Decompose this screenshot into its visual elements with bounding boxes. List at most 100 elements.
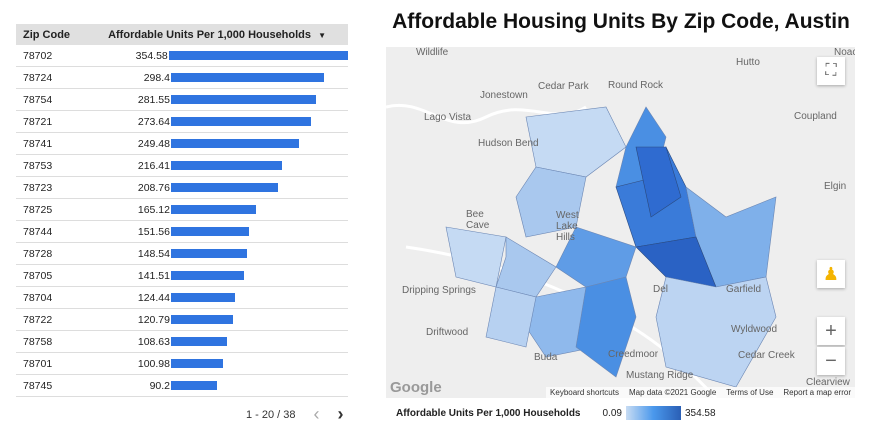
value-bar — [171, 315, 233, 324]
value-cell: 100.98 — [137, 357, 170, 370]
value-bar — [168, 51, 348, 60]
value-cell: 124.44 — [137, 291, 170, 304]
value-bar — [171, 249, 248, 258]
zip-cell: 78758 — [23, 335, 53, 348]
page-range: 1 - 20 / 38 — [246, 408, 296, 421]
map-footer: Keyboard shortcuts Map data ©2021 Google… — [546, 387, 855, 398]
zip-cell: 78754 — [23, 93, 53, 106]
table-row[interactable]: 78728 148.54 — [16, 243, 348, 265]
value-cell: 281.55 — [137, 93, 170, 106]
value-bar — [171, 271, 244, 280]
place-label: Hutto — [736, 57, 760, 68]
place-label: Noack — [834, 47, 855, 58]
place-label: Bee Cave — [466, 209, 490, 231]
value-cell: 148.54 — [137, 247, 170, 260]
place-label: Elgin — [824, 181, 847, 192]
page-title: Affordable Housing Units By Zip Code, Au… — [392, 10, 850, 33]
fullscreen-button[interactable]: ⛶ — [817, 57, 845, 85]
place-label: Cedar Creek — [738, 350, 795, 361]
table-row[interactable]: 78754 281.55 — [16, 89, 348, 111]
zip-cell: 78705 — [23, 269, 53, 282]
place-label: Del — [653, 284, 669, 295]
map-legend: Affordable Units Per 1,000 Households 0.… — [396, 406, 716, 420]
header-units[interactable]: Affordable Units Per 1,000 Households ▼ — [83, 29, 326, 41]
zoom-out-button[interactable]: − — [817, 347, 845, 375]
zip-cell: 78721 — [23, 115, 53, 128]
value-cell: 120.79 — [137, 313, 170, 326]
header-units-label: Affordable Units Per 1,000 Households — [108, 28, 312, 41]
place-label: Cedar Park — [538, 81, 589, 92]
table-row[interactable]: 78705 141.51 — [16, 265, 348, 287]
value-bar — [171, 117, 312, 126]
zip-cell: 78745 — [23, 379, 53, 392]
table-row[interactable]: 78724 298.4 — [16, 67, 348, 89]
place-label: Hudson Bend — [478, 138, 539, 149]
choropleth-map[interactable]: Wildlife Hutto Noack Round Rock Cedar Park Jo… — [386, 47, 855, 398]
place-label: Wyldwood — [731, 324, 778, 335]
value-cell: 90.2 — [149, 379, 170, 392]
table-row[interactable]: 78741 249.48 — [16, 133, 348, 155]
value-cell: 208.76 — [137, 181, 170, 194]
value-cell: 165.12 — [137, 203, 170, 216]
value-cell: 354.58 — [135, 49, 168, 62]
zip-cell: 78704 — [23, 291, 53, 304]
legend-gradient — [625, 406, 681, 420]
value-cell: 216.41 — [137, 159, 170, 172]
zip-cell: 78753 — [23, 159, 53, 172]
terms-link[interactable]: Terms of Use — [726, 388, 774, 397]
place-label: Buda — [534, 352, 558, 363]
zip-cell: 78701 — [23, 357, 53, 370]
value-bar — [171, 161, 283, 170]
value-bar — [171, 337, 227, 346]
zip-cell: 78725 — [23, 203, 53, 216]
place-label: Garfield — [726, 284, 762, 295]
table-row[interactable]: 78725 165.12 — [16, 199, 348, 221]
value-bar — [171, 359, 223, 368]
table-row[interactable]: 78744 151.56 — [16, 221, 348, 243]
zip-cell: 78741 — [23, 137, 53, 150]
zip-cell: 78723 — [23, 181, 53, 194]
place-label: Lago Vista — [424, 112, 472, 123]
zip-polygons — [386, 103, 777, 398]
legend-label: Affordable Units Per 1,000 Households — [396, 407, 581, 419]
table-row[interactable]: 78723 208.76 — [16, 177, 348, 199]
place-label: Wildlife — [416, 47, 449, 58]
place-label: Driftwood — [426, 327, 469, 338]
value-bar — [171, 293, 235, 302]
table-row[interactable]: 78722 120.79 — [16, 309, 348, 331]
place-label: Coupland — [794, 111, 837, 122]
table-row[interactable]: 78745 90.2 — [16, 375, 348, 397]
value-cell: 141.51 — [137, 269, 170, 282]
zip-cell: 78744 — [23, 225, 53, 238]
value-cell: 298.4 — [143, 71, 170, 84]
place-label: Round Rock — [608, 80, 664, 91]
pegman-icon[interactable]: ♟ — [817, 260, 845, 288]
table-row[interactable]: 78704 124.44 — [16, 287, 348, 309]
report-error-link[interactable]: Report a map error — [783, 388, 851, 397]
value-bar — [171, 183, 279, 192]
prev-page-button[interactable]: ‹ — [313, 404, 320, 424]
place-label: Clearview — [806, 377, 850, 388]
value-bar — [171, 205, 256, 214]
table-row[interactable]: 78753 216.41 — [16, 155, 348, 177]
map-data-text: Map data ©2021 Google — [628, 388, 717, 397]
next-page-button[interactable]: › — [337, 404, 344, 424]
table-row[interactable]: 78702 354.58 — [16, 45, 348, 67]
table-header: Zip Code Affordable Units Per 1,000 Hous… — [16, 24, 348, 45]
value-cell: 273.64 — [137, 115, 170, 128]
table-row[interactable]: 78721 273.64 — [16, 111, 348, 133]
table-row[interactable]: 78701 100.98 — [16, 353, 348, 375]
header-zip[interactable]: Zip Code — [23, 28, 71, 41]
keyboard-shortcuts-link[interactable]: Keyboard shortcuts — [550, 388, 619, 397]
value-bar — [171, 139, 300, 148]
google-logo: Google — [390, 379, 442, 396]
legend-min: 0.09 — [602, 407, 622, 419]
value-bar — [171, 73, 325, 82]
place-label: Jonestown — [480, 90, 528, 101]
place-label: Mustang Ridge — [626, 370, 694, 381]
table-row[interactable]: 78758 108.63 — [16, 331, 348, 353]
zoom-in-button[interactable]: + — [817, 317, 845, 345]
sort-desc-icon: ▼ — [318, 30, 326, 40]
value-bar — [171, 95, 316, 104]
value-cell: 249.48 — [137, 137, 170, 150]
